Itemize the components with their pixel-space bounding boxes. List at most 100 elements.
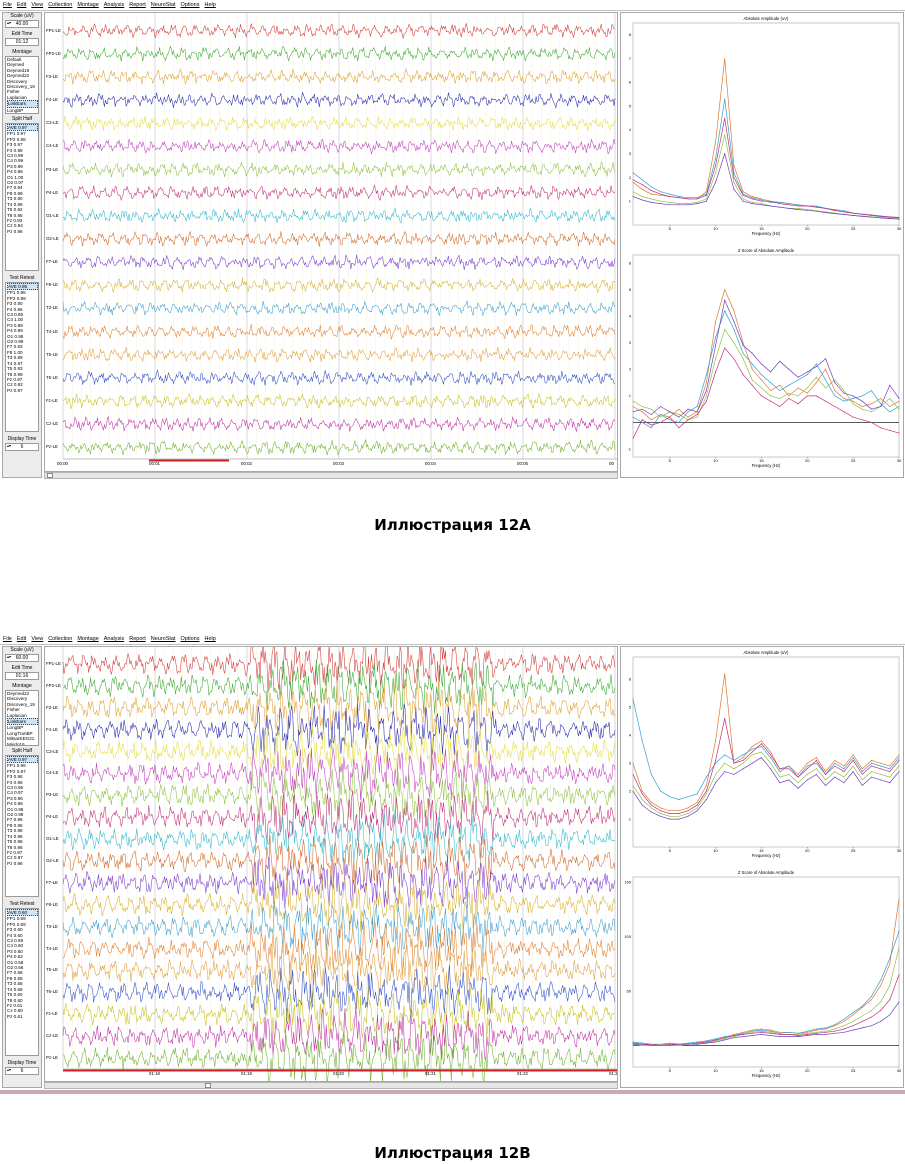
list-item[interactable]: C4 0.97: [7, 790, 24, 796]
eeg-trace-area[interactable]: FP1-LE FP2-LE F3-LE F4-LE C3-LE C4-LE P3-LE P4-…: [44, 12, 618, 472]
list-item[interactable]: Deymed22: [7, 73, 30, 79]
list-item[interactable]: P4 0.62: [7, 954, 23, 960]
eeg-trace-area[interactable]: FP1-LE FP2-LE F3-LE F4-LE C3-LE C4-LE P3-LE P4-…: [44, 646, 618, 1082]
list-item[interactable]: O2 0.97: [7, 180, 24, 186]
list-item[interactable]: Fisher: [7, 89, 20, 95]
list-item[interactable]: F3 0.96: [7, 774, 23, 780]
list-item[interactable]: FP1 0.96: [7, 763, 26, 769]
montage-list[interactable]: Deymed22 Discovery Discovery_19 Fisher Lapla…: [5, 690, 39, 746]
spin-arrows-icon[interactable]: ▴▾: [7, 20, 12, 25]
list-item[interactable]: AVE 0.60: [7, 909, 38, 917]
time-scrollbar[interactable]: [44, 1082, 618, 1089]
list-item[interactable]: C4 0.99: [7, 158, 24, 164]
list-item[interactable]: F4 0.96: [7, 306, 23, 312]
list-item[interactable]: Fz 0.97: [7, 849, 23, 855]
list-item[interactable]: F4 0.60: [7, 932, 23, 938]
menu-file[interactable]: File: [3, 636, 12, 642]
list-item[interactable]: P3 0.89: [7, 322, 23, 328]
list-item[interactable]: T4 0.99: [7, 201, 23, 207]
scale-input[interactable]: ▴▾ 40.00: [5, 20, 39, 28]
list-item[interactable]: Mindo16: [7, 741, 25, 746]
list-item[interactable]: F3 0.90: [7, 301, 23, 307]
list-item[interactable]: T4 0.58: [7, 986, 23, 992]
list-item[interactable]: T3 0.98: [7, 828, 23, 834]
list-item[interactable]: Pz 0.96: [7, 228, 23, 234]
menu-report[interactable]: Report: [129, 636, 146, 642]
list-item[interactable]: F8 0.99: [7, 190, 23, 196]
edit-time-field[interactable]: 01:12: [5, 38, 39, 46]
menu-file[interactable]: File: [3, 2, 12, 8]
spin-arrows-icon[interactable]: ▴▾: [7, 443, 12, 448]
list-item[interactable]: T6 0.99: [7, 371, 23, 377]
spin-arrows-icon[interactable]: ▴▾: [7, 654, 12, 659]
menu-neurostat[interactable]: NeuroStat: [150, 636, 176, 642]
menu-montage[interactable]: Montage: [77, 636, 99, 642]
list-item[interactable]: T6 0.96: [7, 844, 23, 850]
list-item[interactable]: Cz 0.92: [7, 382, 23, 388]
split-half-list[interactable]: AVE 0.97 FP1 0.96 FP2 0.97 F3 0.96 F4 0.96 C3…: [5, 755, 39, 897]
list-item[interactable]: T5 0.92: [7, 207, 23, 213]
list-item[interactable]: O1 0.58: [7, 959, 24, 965]
menu-edit[interactable]: Edit: [16, 2, 27, 8]
list-item[interactable]: Discovery_19: [7, 84, 35, 90]
list-item[interactable]: Cz 0.97: [7, 855, 23, 861]
list-item[interactable]: F7 0.93: [7, 344, 23, 350]
list-item[interactable]: AVE 0.97: [7, 756, 38, 764]
list-item[interactable]: FP1 0.59: [7, 916, 26, 922]
menu-collection[interactable]: Collection: [48, 636, 73, 642]
list-item[interactable]: Cz 0.94: [7, 223, 23, 229]
list-item[interactable]: Laplacian: [7, 712, 27, 718]
list-item[interactable]: T3 0.90: [7, 196, 23, 202]
list-item[interactable]: Deymed: [7, 62, 25, 68]
list-item[interactable]: MitsarEEG21: [7, 736, 35, 742]
menu-neurostat[interactable]: NeuroStat: [150, 2, 176, 8]
menu-report[interactable]: Report: [129, 2, 146, 8]
scroll-thumb[interactable]: [205, 1083, 211, 1088]
list-item[interactable]: T4 0.97: [7, 360, 23, 366]
montage-list[interactable]: Default Deymed Deymed19 Deymed22 Discovery Di…: [5, 56, 39, 114]
list-item[interactable]: F7 0.94: [7, 185, 23, 191]
list-item[interactable]: F7 0.58: [7, 970, 23, 976]
menu-help[interactable]: Help: [204, 636, 216, 642]
menu-analysis[interactable]: Analysis: [103, 636, 125, 642]
list-item[interactable]: T5 0.60: [7, 992, 23, 998]
list-item[interactable]: C3 0.96: [7, 785, 24, 791]
list-item[interactable]: P4 0.96: [7, 801, 23, 807]
list-item[interactable]: Default: [7, 57, 22, 62]
list-item[interactable]: O1 0.98: [7, 806, 24, 812]
list-item[interactable]: P4 0.99: [7, 328, 23, 334]
list-item[interactable]: C3 0.99: [7, 153, 24, 159]
list-item[interactable]: F4 0.98: [7, 147, 23, 153]
list-item[interactable]: F8 1.00: [7, 349, 23, 355]
list-item[interactable]: Pz 0.96: [7, 860, 23, 866]
list-item[interactable]: AVE 0.97: [7, 124, 38, 132]
edit-time-field[interactable]: 01:16: [5, 672, 39, 680]
list-item[interactable]: F7 0.96: [7, 817, 23, 823]
menu-montage[interactable]: Montage: [77, 2, 99, 8]
menu-options[interactable]: Options: [180, 636, 200, 642]
list-item[interactable]: LinkEars: [7, 718, 38, 726]
list-item[interactable]: Fisher: [7, 707, 20, 713]
menu-collection[interactable]: Collection: [48, 2, 73, 8]
list-item[interactable]: T6 0.60: [7, 997, 23, 1003]
list-item[interactable]: Pz 0.61: [7, 1013, 23, 1019]
list-item[interactable]: C4 1.00: [7, 317, 24, 323]
time-scrollbar[interactable]: [44, 472, 618, 479]
split-half-list[interactable]: AVE 0.97 FP1 0.97 FP2 0.98 F3 0.97 F4 0.98 C3…: [5, 123, 39, 271]
list-item[interactable]: Fz 0.93: [7, 217, 23, 223]
list-item[interactable]: Discovery: [7, 696, 28, 702]
list-item[interactable]: FP2 0.98: [7, 136, 26, 142]
list-item[interactable]: C3 0.86: [7, 312, 24, 318]
scale-input[interactable]: ▴▾ 60.00: [5, 654, 39, 662]
list-item[interactable]: F3 0.60: [7, 927, 23, 933]
menu-analysis[interactable]: Analysis: [103, 2, 125, 8]
list-item[interactable]: P3 0.96: [7, 795, 23, 801]
test-retest-list[interactable]: AVE 0.95 FP1 0.96 FP2 0.99 F3 0.90 F4 0.96 C3…: [5, 282, 39, 432]
list-item[interactable]: FP2 0.59: [7, 921, 26, 927]
list-item[interactable]: FP2 0.97: [7, 768, 26, 774]
list-item[interactable]: Discovery_19: [7, 701, 35, 707]
list-item[interactable]: Deymed19: [7, 67, 30, 73]
test-retest-list[interactable]: AVE 0.60 FP1 0.59 FP2 0.59 F3 0.60 F4 0.60 C3…: [5, 908, 39, 1056]
list-item[interactable]: Discovery: [7, 78, 28, 84]
menu-help[interactable]: Help: [204, 2, 216, 8]
